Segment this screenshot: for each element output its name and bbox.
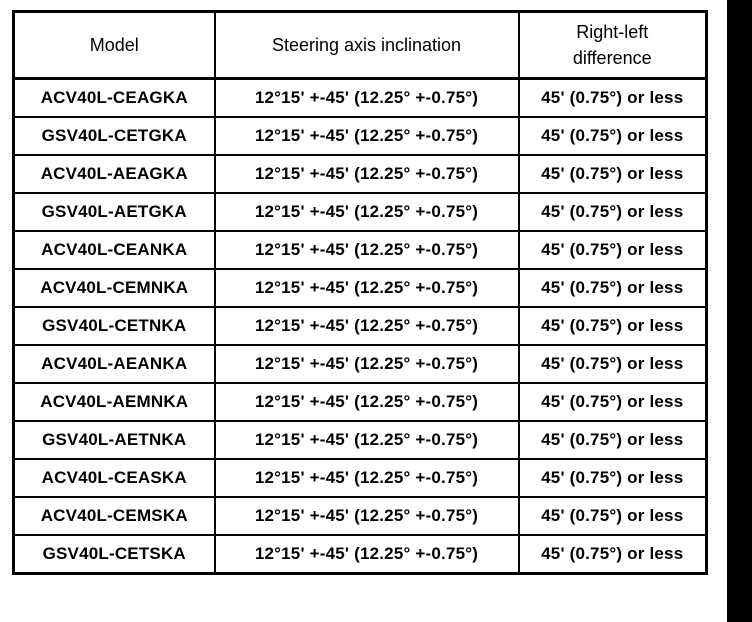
difference-cell: 45' (0.75°) or less xyxy=(517,420,708,460)
table-row: ACV40L-CEMNKA 12°15' +-45' (12.25° +-0.7… xyxy=(12,268,708,308)
table-row: GSV40L-AETGKA 12°15' +-45' (12.25° +-0.7… xyxy=(12,192,708,232)
table-row: ACV40L-AEMNKA 12°15' +-45' (12.25° +-0.7… xyxy=(12,382,708,422)
table-row: ACV40L-CEMSKA 12°15' +-45' (12.25° +-0.7… xyxy=(12,496,708,536)
model-cell: ACV40L-AEAGKA xyxy=(12,154,216,194)
model-cell: GSV40L-CETNKA xyxy=(12,306,216,346)
model-cell: GSV40L-CETGKA xyxy=(12,116,216,156)
inclination-cell: 12°15' +-45' (12.25° +-0.75°) xyxy=(213,268,520,308)
difference-cell: 45' (0.75°) or less xyxy=(517,154,708,194)
difference-cell: 45' (0.75°) or less xyxy=(517,116,708,156)
table-row: ACV40L-CEASKA 12°15' +-45' (12.25° +-0.7… xyxy=(12,458,708,498)
model-cell: ACV40L-CEMSKA xyxy=(12,496,216,536)
table-row: ACV40L-AEANKA 12°15' +-45' (12.25° +-0.7… xyxy=(12,344,708,384)
inclination-cell: 12°15' +-45' (12.25° +-0.75°) xyxy=(213,192,520,232)
header-row: Model Steering axis inclination Right-le… xyxy=(12,10,708,80)
difference-cell: 45' (0.75°) or less xyxy=(517,382,708,422)
inclination-cell: 12°15' +-45' (12.25° +-0.75°) xyxy=(213,458,520,498)
table-row: ACV40L-AEAGKA 12°15' +-45' (12.25° +-0.7… xyxy=(12,154,708,194)
specifications-table: Model Steering axis inclination Right-le… xyxy=(12,10,708,575)
difference-cell: 45' (0.75°) or less xyxy=(517,534,708,575)
inclination-column-header: Steering axis inclination xyxy=(213,10,520,80)
difference-cell: 45' (0.75°) or less xyxy=(517,192,708,232)
inclination-cell: 12°15' +-45' (12.25° +-0.75°) xyxy=(213,230,520,270)
inclination-cell: 12°15' +-45' (12.25° +-0.75°) xyxy=(213,382,520,422)
model-cell: ACV40L-CEMNKA xyxy=(12,268,216,308)
difference-header-line1: Right-left xyxy=(576,21,649,42)
inclination-cell: 12°15' +-45' (12.25° +-0.75°) xyxy=(213,344,520,384)
difference-cell: 45' (0.75°) or less xyxy=(517,458,708,498)
model-cell: ACV40L-CEASKA xyxy=(12,458,216,498)
table-row: GSV40L-CETNKA 12°15' +-45' (12.25° +-0.7… xyxy=(12,306,708,346)
difference-cell: 45' (0.75°) or less xyxy=(517,268,708,308)
table-row: GSV40L-CETSKA 12°15' +-45' (12.25° +-0.7… xyxy=(12,534,708,575)
inclination-cell: 12°15' +-45' (12.25° +-0.75°) xyxy=(213,496,520,536)
difference-cell: 45' (0.75°) or less xyxy=(517,306,708,346)
table-row: GSV40L-CETGKA 12°15' +-45' (12.25° +-0.7… xyxy=(12,116,708,156)
inclination-cell: 12°15' +-45' (12.25° +-0.75°) xyxy=(213,420,520,460)
difference-header-line2: difference xyxy=(572,48,652,68)
table-row: ACV40L-CEAGKA 12°15' +-45' (12.25° +-0.7… xyxy=(12,77,708,118)
model-cell: ACV40L-AEMNKA xyxy=(12,382,216,422)
model-cell: ACV40L-CEANKA xyxy=(12,230,216,270)
model-cell: GSV40L-AETGKA xyxy=(12,192,216,232)
difference-column-header: Right-left difference xyxy=(517,10,708,80)
model-cell: GSV40L-CETSKA xyxy=(12,534,216,575)
inclination-cell: 12°15' +-45' (12.25° +-0.75°) xyxy=(213,116,520,156)
difference-cell: 45' (0.75°) or less xyxy=(517,230,708,270)
inclination-cell: 12°15' +-45' (12.25° +-0.75°) xyxy=(213,306,520,346)
inclination-cell: 12°15' +-45' (12.25° +-0.75°) xyxy=(213,534,520,575)
model-column-header: Model xyxy=(12,10,216,80)
difference-cell: 45' (0.75°) or less xyxy=(517,344,708,384)
inclination-cell: 12°15' +-45' (12.25° +-0.75°) xyxy=(213,154,520,194)
model-cell: ACV40L-CEAGKA xyxy=(12,77,216,118)
inclination-cell: 12°15' +-45' (12.25° +-0.75°) xyxy=(213,77,520,118)
model-cell: ACV40L-AEANKA xyxy=(12,344,216,384)
model-cell: GSV40L-AETNKA xyxy=(12,420,216,460)
difference-cell: 45' (0.75°) or less xyxy=(517,496,708,536)
table-row: ACV40L-CEANKA 12°15' +-45' (12.25° +-0.7… xyxy=(12,230,708,270)
table-row: GSV40L-AETNKA 12°15' +-45' (12.25° +-0.7… xyxy=(12,420,708,460)
difference-cell: 45' (0.75°) or less xyxy=(517,77,708,118)
page-edge-bar xyxy=(727,0,752,622)
